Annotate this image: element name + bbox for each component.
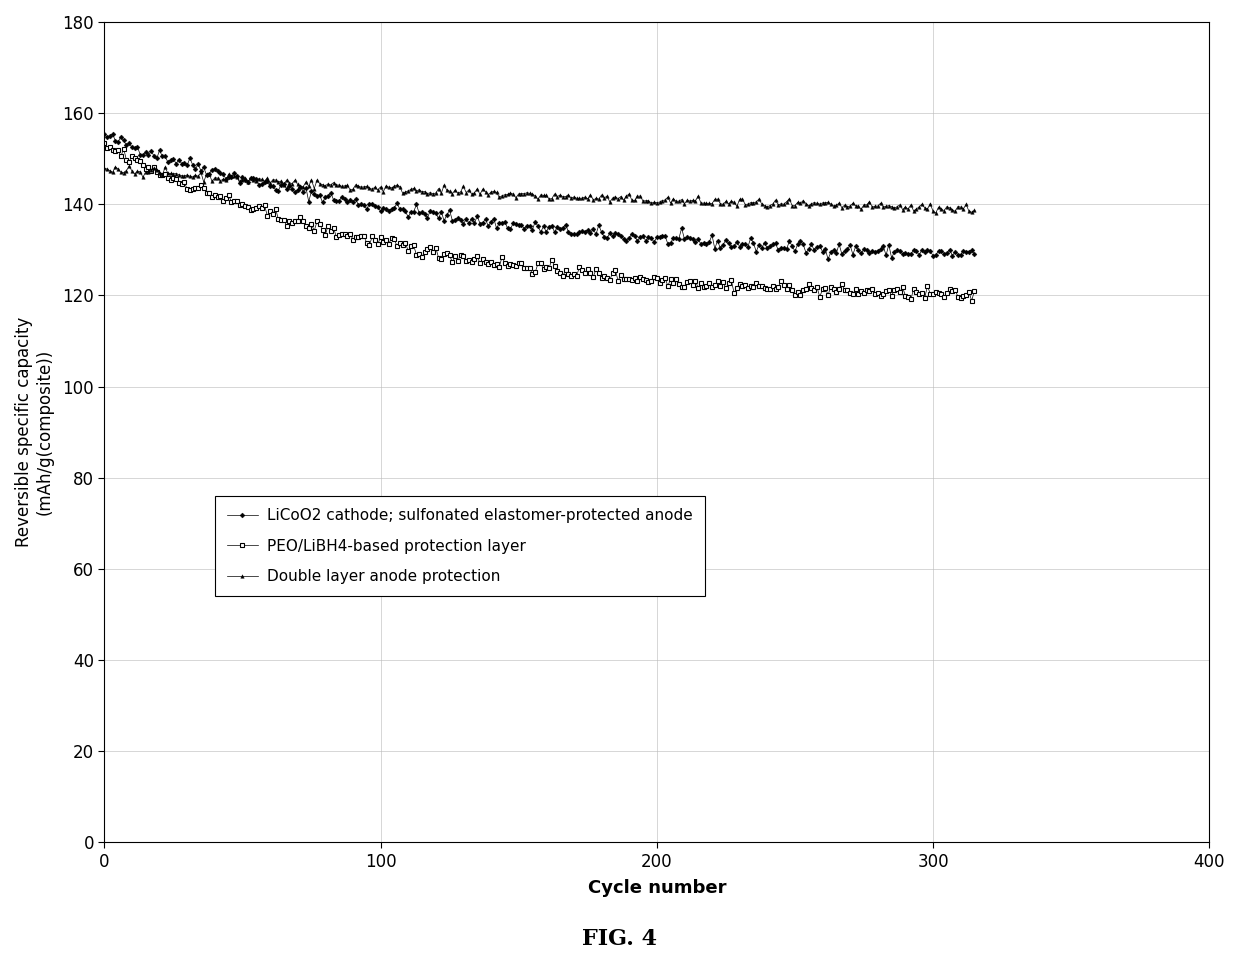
PEO/LiBH4-based protection layer [418,246,433,257]
PEO/LiBH4-based protection layer [450,255,465,267]
LiCoO2 cathode; sulfonated elastomer-protected anode [453,214,467,226]
Text: FIG. 4: FIG. 4 [583,928,657,950]
Double layer anode protection [117,167,131,179]
LiCoO2 cathode; sulfonated elastomer-protected anode [97,129,112,140]
LiCoO2 cathode; sulfonated elastomer-protected anode [821,253,836,265]
Double layer anode protection [967,204,982,216]
Double layer anode protection [553,189,568,201]
Double layer anode protection [113,166,128,178]
PEO/LiBH4-based protection layer [965,295,980,306]
Double layer anode protection [97,162,112,174]
PEO/LiBH4-based protection layer [97,137,112,149]
LiCoO2 cathode; sulfonated elastomer-protected anode [139,147,154,158]
LiCoO2 cathode; sulfonated elastomer-protected anode [553,223,568,234]
Y-axis label: Reversible specific capacity
(mAh/g(composite)): Reversible specific capacity (mAh/g(comp… [15,317,53,547]
LiCoO2 cathode; sulfonated elastomer-protected anode [420,212,435,224]
PEO/LiBH4-based protection layer [117,143,131,155]
PEO/LiBH4-based protection layer [113,151,128,162]
Double layer anode protection [453,186,467,198]
Double layer anode protection [929,207,944,219]
Legend: LiCoO2 cathode; sulfonated elastomer-protected anode, PEO/LiBH4-based protection: LiCoO2 cathode; sulfonated elastomer-pro… [215,496,704,596]
LiCoO2 cathode; sulfonated elastomer-protected anode [105,129,120,140]
Double layer anode protection [420,188,435,200]
LiCoO2 cathode; sulfonated elastomer-protected anode [117,134,131,146]
LiCoO2 cathode; sulfonated elastomer-protected anode [967,249,982,260]
X-axis label: Cycle number: Cycle number [588,879,727,897]
LiCoO2 cathode; sulfonated elastomer-protected anode [119,139,134,151]
Double layer anode protection [139,166,154,178]
Line: Double layer anode protection: Double layer anode protection [103,164,976,215]
Line: PEO/LiBH4-based protection layer: PEO/LiBH4-based protection layer [102,140,977,303]
PEO/LiBH4-based protection layer [549,265,564,276]
Double layer anode protection [122,160,136,172]
Line: LiCoO2 cathode; sulfonated elastomer-protected anode: LiCoO2 cathode; sulfonated elastomer-pro… [103,132,976,261]
PEO/LiBH4-based protection layer [967,285,982,297]
PEO/LiBH4-based protection layer [135,159,150,171]
